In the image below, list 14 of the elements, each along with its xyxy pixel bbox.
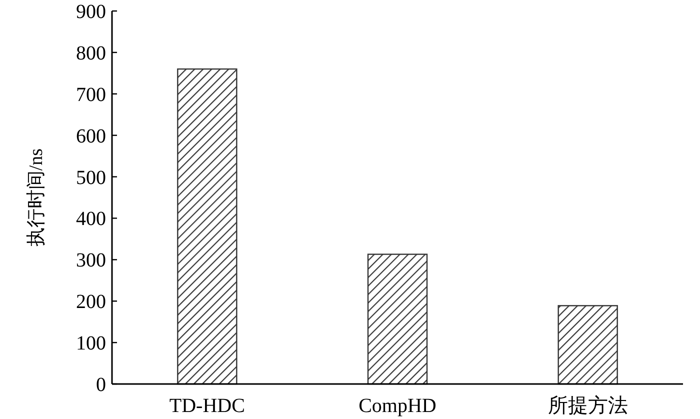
y-tick-label: 400 — [76, 208, 106, 230]
y-tick-label: 0 — [96, 374, 106, 396]
y-tick-label: 700 — [76, 84, 106, 106]
x-tick-label: 所提方法 — [548, 394, 628, 417]
x-tick-label: TD-HDC — [169, 395, 245, 417]
y-tick-label: 500 — [76, 166, 106, 189]
y-tick-label: 200 — [76, 291, 106, 314]
x-tick-label: CompHD — [358, 395, 436, 417]
y-tick-label: 300 — [76, 250, 106, 272]
y-tick-label: 100 — [76, 332, 106, 355]
y-tick-label: 900 — [76, 1, 106, 23]
y-tick-label: 800 — [76, 42, 106, 64]
y-tick-label: 600 — [76, 125, 106, 148]
y-axis-title: 执行时间/ns — [26, 148, 47, 247]
